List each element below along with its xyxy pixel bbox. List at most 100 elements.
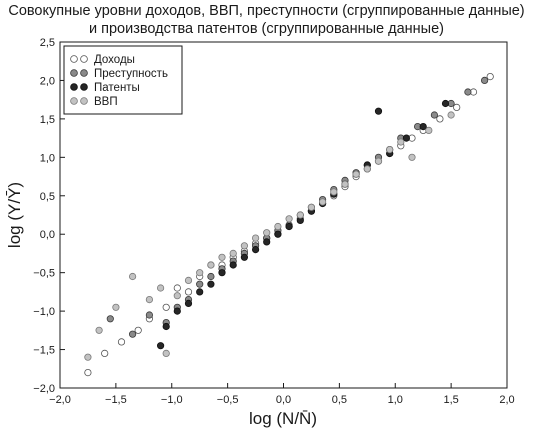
point-4-3 [112,303,120,311]
point-4-18 [285,215,293,223]
point-3-2 [162,322,170,331]
point-2-29 [464,88,472,96]
y-axis-label: log (Y/Ȳ) [5,182,24,248]
y-tick-label: 1,0 [40,152,55,164]
point-1-31 [453,103,461,112]
point-1-30 [436,115,444,123]
point-4-19 [296,211,304,219]
legend-label-2: Преступность [94,68,168,80]
point-3-25 [441,99,450,108]
legend-marker-4 [70,97,78,105]
point-4-20 [307,203,315,211]
point-4-4 [129,272,137,281]
legend-marker-3 [70,83,78,91]
y-tick-label: 2,5 [40,37,55,49]
point-3-1 [157,342,165,350]
point-3-11 [263,238,271,246]
point-1-1 [84,368,92,377]
point-4-17 [274,222,282,231]
point-3-23 [402,134,410,142]
point-3-21 [374,107,383,115]
point-4-28 [397,138,405,146]
point-4-14 [240,242,248,250]
y-tick-label: −2,0 [33,383,55,395]
point-3-4 [184,299,193,307]
point-3-10 [252,246,260,254]
point-3-9 [240,253,248,261]
point-2-7 [196,280,204,288]
legend-label-3: Патенты [94,82,140,94]
point-4-21 [318,198,327,206]
point-4-26 [374,157,383,165]
data-points-group [84,73,494,377]
point-1-2 [101,349,109,357]
point-4-12 [218,253,226,261]
x-tick-label: −2,0 [49,394,71,406]
y-tick-label: 2,0 [40,75,55,87]
y-tick-label: −0,5 [33,268,55,280]
point-4-10 [196,269,204,277]
y-tick-label: 0,5 [40,191,55,203]
y-tick-label: 1,5 [40,114,55,126]
point-2-30 [480,76,489,85]
point-4-23 [341,180,349,188]
chart-title-line1: Совокупные уровни доходов, ВВП, преступн… [8,3,525,19]
point-4-11 [207,261,215,269]
point-4-29 [408,153,416,161]
y-tick-label: −1,0 [33,306,55,318]
point-2-3 [145,311,153,319]
point-3-8 [229,261,237,269]
point-3-3 [173,307,181,315]
point-1-6 [162,303,170,311]
legend-label-1: Доходы [94,54,135,66]
x-tick-label: −1,0 [161,394,183,406]
point-4-6 [157,284,165,292]
legend-label-4: ВВП [94,96,118,108]
legend-marker-2-b [80,69,88,77]
point-1-4 [134,326,142,334]
point-4-22 [330,188,338,196]
point-4-27 [386,146,394,154]
legend-marker-4-b [80,97,88,105]
point-4-15 [252,234,260,242]
point-3-5 [196,288,204,296]
point-2-8 [207,272,215,281]
x-tick-label: 2,0 [499,394,514,406]
point-3-12 [274,230,282,238]
x-tick-label: 1,5 [443,394,458,406]
point-4-25 [363,165,371,173]
point-2-27 [430,111,438,119]
axis-ticks-group: −2,0 −1,5 −1,0 −0,5 0,0 0,5 1,0 1,5 2,0 −2,0 −1,5 −… [33,37,514,406]
legend-marker-1-b [80,55,88,63]
point-4-31 [447,111,455,119]
y-tick-label: −1,5 [33,345,55,357]
point-1-3 [117,338,126,346]
point-3-6 [207,280,215,288]
point-4-16 [263,229,271,237]
point-1-33 [486,73,494,81]
y-tick-label: 0,0 [40,229,55,241]
point-4-2 [95,326,103,334]
point-4-8 [173,292,181,300]
x-tick-label: 0,5 [332,394,347,406]
point-1-7 [173,284,181,292]
point-4-7 [162,349,170,357]
x-tick-label: 0,0 [276,394,291,406]
legend-marker-1 [70,55,78,63]
point-4-5 [145,295,153,304]
point-3-13 [285,222,293,231]
x-tick-label: −1,5 [105,394,127,406]
point-4-13 [229,249,237,257]
x-tick-label: −0,5 [217,394,239,406]
point-4-30 [425,126,433,134]
legend-marker-2 [70,69,78,77]
point-4-9 [184,276,193,284]
x-axis-label: log (N/N̄) [249,409,317,428]
legend: Доходы Преступность Патенты ВВП [63,45,183,115]
point-4-1 [84,353,92,361]
x-tick-label: 1,0 [388,394,403,406]
point-4-24 [352,170,360,178]
legend-marker-3-b [80,83,88,91]
point-2-2 [129,330,137,338]
